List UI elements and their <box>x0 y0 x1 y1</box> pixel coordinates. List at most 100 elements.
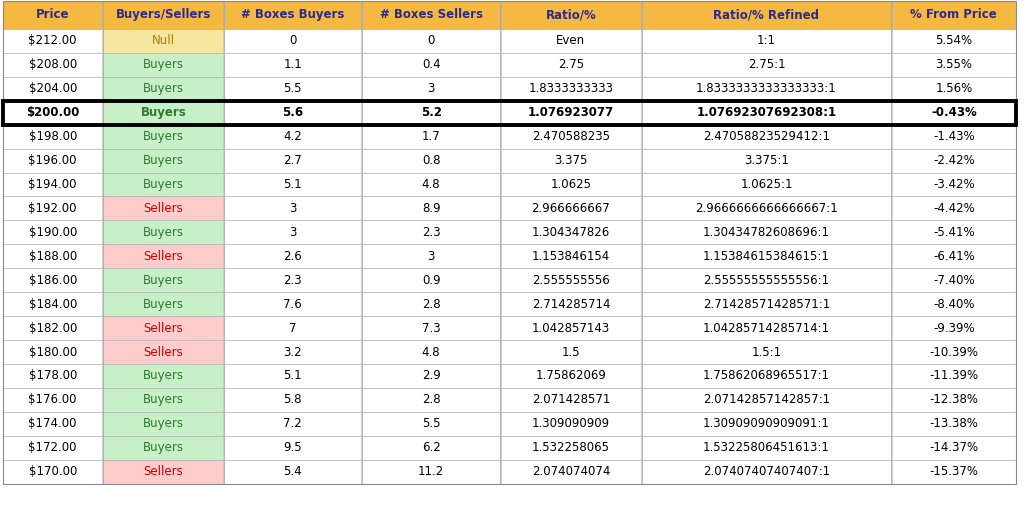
Text: -0.43%: -0.43% <box>931 106 977 119</box>
Bar <box>892 77 1016 101</box>
Bar <box>642 268 891 292</box>
Text: 5.6: 5.6 <box>283 106 303 119</box>
Bar <box>501 125 641 148</box>
Bar <box>3 197 102 220</box>
Text: $188.00: $188.00 <box>29 250 77 263</box>
Text: Even: Even <box>556 34 586 47</box>
Bar <box>103 364 223 388</box>
Bar <box>103 125 223 148</box>
Text: Price: Price <box>36 8 70 22</box>
Text: 5.5: 5.5 <box>422 417 440 430</box>
Bar <box>103 53 223 77</box>
Bar <box>224 220 361 244</box>
Bar <box>501 244 641 268</box>
Bar <box>642 1 891 29</box>
Bar <box>642 316 891 340</box>
Text: 3.55%: 3.55% <box>935 58 973 72</box>
Bar <box>362 316 500 340</box>
Bar <box>3 292 102 316</box>
Bar <box>3 101 102 125</box>
Text: 7.2: 7.2 <box>284 417 302 430</box>
Bar <box>642 149 891 173</box>
Text: 5.5: 5.5 <box>284 82 302 95</box>
Text: -5.41%: -5.41% <box>933 226 975 239</box>
Bar <box>3 316 102 340</box>
Text: -7.40%: -7.40% <box>933 274 975 287</box>
Bar <box>501 53 641 77</box>
Text: 2.714285714: 2.714285714 <box>531 298 610 311</box>
Text: Buyers: Buyers <box>142 154 184 167</box>
Bar <box>3 244 102 268</box>
Bar <box>892 197 1016 220</box>
Text: Buyers: Buyers <box>142 130 184 143</box>
Text: 1.0625: 1.0625 <box>550 178 592 191</box>
Text: 1.30909090909091:1: 1.30909090909091:1 <box>703 417 829 430</box>
Text: 1.75862069: 1.75862069 <box>536 369 606 382</box>
Text: 0.9: 0.9 <box>422 274 440 287</box>
Text: 2.55555555555556:1: 2.55555555555556:1 <box>703 274 829 287</box>
Text: Buyers: Buyers <box>142 82 184 95</box>
Bar <box>3 268 102 292</box>
Bar <box>103 412 223 436</box>
Bar <box>892 53 1016 77</box>
Bar <box>224 29 361 53</box>
Text: $212.00: $212.00 <box>29 34 77 47</box>
Bar <box>362 29 500 53</box>
Text: Buyers: Buyers <box>142 58 184 72</box>
Text: Buyers: Buyers <box>142 226 184 239</box>
Bar <box>362 125 500 148</box>
Text: 7.3: 7.3 <box>422 321 440 335</box>
Bar <box>892 244 1016 268</box>
Text: 5.2: 5.2 <box>421 106 441 119</box>
Bar <box>3 149 102 173</box>
Bar <box>642 125 891 148</box>
Bar <box>3 173 102 197</box>
Bar <box>642 53 891 77</box>
Bar <box>892 292 1016 316</box>
Text: 1.5: 1.5 <box>561 346 581 359</box>
Text: -3.42%: -3.42% <box>933 178 975 191</box>
Text: Sellers: Sellers <box>143 346 183 359</box>
Text: 0.4: 0.4 <box>422 58 440 72</box>
Bar <box>892 1 1016 29</box>
Bar <box>892 316 1016 340</box>
Bar <box>501 77 641 101</box>
Bar <box>103 1 223 29</box>
Text: $192.00: $192.00 <box>29 202 77 215</box>
Bar <box>103 460 223 484</box>
Text: -11.39%: -11.39% <box>930 369 978 382</box>
Bar <box>3 436 102 460</box>
Text: 2.8: 2.8 <box>422 298 440 311</box>
Bar <box>892 101 1016 125</box>
Text: Buyers: Buyers <box>142 369 184 382</box>
Bar <box>362 77 500 101</box>
Text: $194.00: $194.00 <box>29 178 77 191</box>
Bar <box>501 292 641 316</box>
Bar <box>642 197 891 220</box>
Bar <box>224 173 361 197</box>
Bar <box>642 412 891 436</box>
Text: Sellers: Sellers <box>143 465 183 478</box>
Text: Buyers: Buyers <box>142 417 184 430</box>
Bar <box>362 460 500 484</box>
Bar <box>501 173 641 197</box>
Text: 2.3: 2.3 <box>422 226 440 239</box>
Text: 1.53225806451613:1: 1.53225806451613:1 <box>703 441 829 454</box>
Bar <box>103 292 223 316</box>
Text: 2.074074074: 2.074074074 <box>531 465 610 478</box>
Text: 2.470588235: 2.470588235 <box>531 130 610 143</box>
Text: $180.00: $180.00 <box>29 346 77 359</box>
Text: $200.00: $200.00 <box>26 106 80 119</box>
Bar <box>103 268 223 292</box>
Text: -13.38%: -13.38% <box>930 417 978 430</box>
Bar <box>892 125 1016 148</box>
Bar <box>362 340 500 364</box>
Bar <box>642 29 891 53</box>
Text: -9.39%: -9.39% <box>933 321 975 335</box>
Text: 2.75: 2.75 <box>558 58 584 72</box>
Text: Buyers: Buyers <box>142 274 184 287</box>
Bar <box>224 412 361 436</box>
Bar <box>3 125 102 148</box>
Bar <box>501 340 641 364</box>
Text: 11.2: 11.2 <box>418 465 444 478</box>
